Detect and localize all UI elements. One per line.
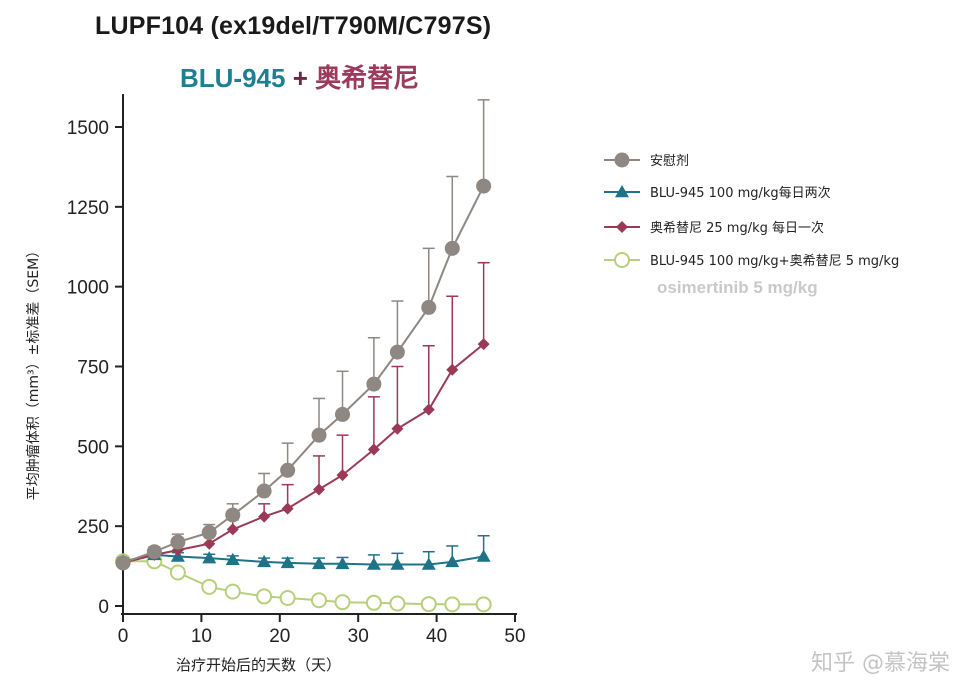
- legend-marker: [615, 185, 629, 198]
- x-tick-label: 40: [426, 626, 447, 647]
- data-point: [444, 596, 461, 613]
- data-point: [224, 583, 241, 600]
- data-point: [226, 523, 239, 536]
- data-point: [444, 240, 460, 256]
- x-tick-label: 20: [269, 626, 290, 647]
- data-point: [280, 462, 296, 478]
- y-tick-label: 500: [77, 437, 109, 458]
- data-point: [475, 596, 492, 613]
- data-point: [115, 555, 131, 571]
- data-point: [366, 376, 382, 392]
- data-point: [279, 590, 296, 607]
- data-point: [311, 427, 327, 443]
- data-point: [389, 595, 406, 612]
- data-point: [477, 338, 490, 351]
- y-tick-label: 0: [98, 597, 109, 618]
- data-point: [281, 502, 294, 515]
- data-point: [446, 363, 459, 376]
- data-point: [421, 557, 436, 570]
- data-point: [170, 534, 186, 550]
- series-line: [122, 343, 485, 564]
- data-point: [335, 556, 350, 570]
- y-tick-label: 1250: [67, 198, 109, 219]
- y-tick-label: 1000: [67, 278, 109, 299]
- data-point: [256, 588, 273, 605]
- data-point: [336, 469, 349, 482]
- data-point: [334, 594, 351, 611]
- y-tick-label: 1500: [67, 118, 109, 139]
- y-axis-label: 平均肿瘤体积（mm³）±标准差（SEM）: [26, 243, 42, 501]
- legend-label: 安慰剂: [650, 154, 689, 169]
- data-point: [367, 443, 380, 456]
- data-point: [202, 551, 217, 564]
- data-point: [422, 403, 435, 416]
- data-point: [476, 178, 492, 194]
- data-point: [312, 556, 326, 570]
- subtitle-plus: +: [292, 63, 308, 93]
- series-line: [122, 553, 484, 566]
- subtitle-drug-b: 奥希替尼: [315, 63, 420, 93]
- data-point: [225, 507, 241, 523]
- data-point: [391, 422, 404, 435]
- legend-label: BLU-945 100 mg/kg+奥希替尼 5 mg/kg: [650, 254, 899, 269]
- data-point: [256, 483, 272, 499]
- legend-label: BLU-945 100 mg/kg每日两次: [650, 185, 831, 201]
- legend-marker: [614, 252, 630, 268]
- data-point: [365, 594, 382, 611]
- data-point: [389, 344, 405, 360]
- x-tick-label: 50: [504, 626, 525, 647]
- data-point: [257, 554, 272, 568]
- legend-marker: [616, 221, 628, 233]
- data-point: [313, 483, 325, 496]
- data-point: [258, 510, 271, 523]
- data-point: [280, 555, 295, 569]
- data-point: [146, 544, 162, 560]
- data-point: [420, 596, 437, 613]
- chart-subtitle: BLU-945 + 奥希替尼: [180, 58, 419, 95]
- data-point: [225, 552, 240, 565]
- y-tick-label: 250: [77, 517, 109, 538]
- data-point: [366, 557, 381, 570]
- data-point: [476, 549, 491, 562]
- data-point: [335, 406, 351, 422]
- data-point: [390, 557, 405, 570]
- chart-title: LUPF104 (ex19del/T790M/C797S): [95, 12, 492, 40]
- data-point: [203, 537, 216, 550]
- data-point: [421, 299, 437, 315]
- x-tick-label: 0: [118, 626, 129, 647]
- data-point: [201, 578, 218, 595]
- x-axis-label: 治疗开始后的天数（天）: [176, 656, 342, 674]
- data-point: [445, 554, 460, 568]
- data-point: [169, 564, 186, 581]
- data-point: [201, 525, 217, 541]
- x-tick-label: 30: [348, 626, 369, 647]
- subtitle-drug-a: BLU-945: [180, 63, 286, 93]
- x-tick-label: 10: [191, 626, 212, 647]
- legend-marker: [614, 152, 630, 168]
- ghost-legend-text: osimertinib 5 mg/kg: [657, 278, 818, 297]
- y-tick-label: 750: [77, 358, 109, 379]
- watermark: 知乎 @慕海棠: [811, 651, 950, 676]
- data-point: [311, 592, 327, 609]
- legend-label: 奥希替尼 25 mg/kg 每日一次: [650, 220, 824, 236]
